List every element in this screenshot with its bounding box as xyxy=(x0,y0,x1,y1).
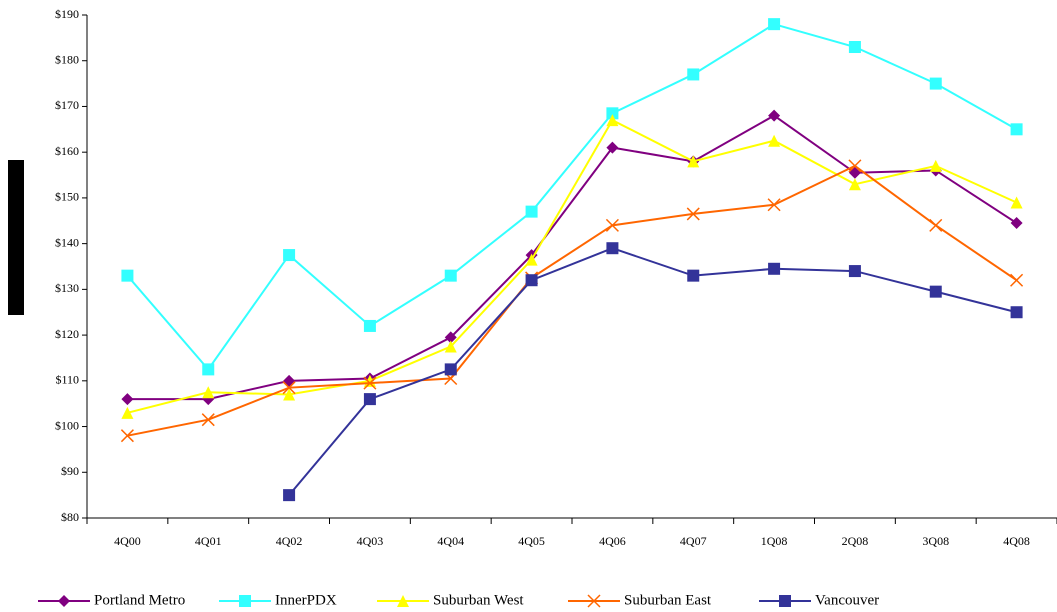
x-tick-label: 3Q08 xyxy=(922,534,949,548)
point xyxy=(363,393,376,406)
point xyxy=(363,376,377,390)
point xyxy=(1010,196,1023,209)
point xyxy=(606,114,619,127)
point xyxy=(1010,217,1023,230)
legend: Portland Metro InnerPDX Suburban West Subur… xyxy=(38,592,879,608)
point xyxy=(929,77,942,90)
y-tick-label: $110 xyxy=(55,373,79,387)
point xyxy=(686,207,700,221)
legend-label: Suburban West xyxy=(433,592,524,608)
line xyxy=(126,23,1018,372)
x-tick-label: 4Q06 xyxy=(599,534,626,548)
legend-label: Portland Metro xyxy=(94,592,185,608)
x-tick-label: 4Q08 xyxy=(1003,534,1030,548)
point xyxy=(120,429,134,443)
point xyxy=(768,109,781,122)
y-tick-label: $180 xyxy=(55,52,79,66)
point xyxy=(929,159,942,172)
point xyxy=(687,155,700,168)
series xyxy=(120,159,1024,443)
point xyxy=(929,285,942,298)
point xyxy=(687,68,700,81)
point xyxy=(363,319,376,332)
point xyxy=(283,388,296,401)
point xyxy=(283,489,296,502)
point xyxy=(1010,273,1024,287)
point xyxy=(202,363,215,376)
point xyxy=(848,178,861,191)
legend-marker xyxy=(779,595,791,607)
line xyxy=(127,164,1018,437)
x-tick-label: 4Q04 xyxy=(437,534,464,548)
legend-label: Vancouver xyxy=(815,592,879,608)
x-tick-label: 4Q05 xyxy=(518,534,545,548)
y-tick-label: $170 xyxy=(55,98,79,112)
point xyxy=(525,205,538,218)
point xyxy=(1010,123,1023,136)
point xyxy=(525,274,538,287)
redacted-axis-label xyxy=(8,160,24,315)
point xyxy=(768,134,781,147)
point xyxy=(202,386,215,399)
point xyxy=(444,363,457,376)
point xyxy=(444,269,457,282)
y-tick-label: $100 xyxy=(55,418,79,432)
x-tick-label: 4Q02 xyxy=(276,534,303,548)
x-tick-label: 4Q03 xyxy=(357,534,384,548)
point xyxy=(768,262,781,275)
x-tick-label: 4Q00 xyxy=(114,534,141,548)
point xyxy=(606,242,619,255)
series xyxy=(121,109,1023,406)
series xyxy=(121,114,1023,419)
point xyxy=(121,406,134,419)
point xyxy=(283,249,296,262)
point xyxy=(282,381,296,395)
x-tick-label: 4Q07 xyxy=(680,534,707,548)
point xyxy=(444,331,457,344)
point xyxy=(1010,306,1023,319)
y-tick-label: $140 xyxy=(55,235,79,249)
y-tick-label: $120 xyxy=(55,327,79,341)
legend-marker xyxy=(239,595,251,607)
point xyxy=(283,374,296,387)
point xyxy=(121,269,134,282)
point xyxy=(767,198,781,212)
line xyxy=(127,118,1017,414)
point xyxy=(687,269,700,282)
point xyxy=(606,141,619,154)
x-tick-label: 2Q08 xyxy=(842,534,869,548)
series xyxy=(283,242,1023,502)
y-tick-label: $80 xyxy=(61,510,79,524)
point xyxy=(444,340,457,353)
point xyxy=(121,393,134,406)
line xyxy=(127,114,1018,401)
point xyxy=(525,253,538,266)
y-tick-label: $130 xyxy=(55,281,79,295)
point xyxy=(768,18,781,31)
point xyxy=(605,218,619,232)
point xyxy=(848,159,862,173)
y-tick-label: $150 xyxy=(55,190,79,204)
legend-marker xyxy=(587,594,601,608)
legend-marker xyxy=(58,595,70,607)
legend-marker xyxy=(397,595,409,607)
legend-label: InnerPDX xyxy=(275,592,337,608)
point xyxy=(606,107,619,120)
x-tick-label: 1Q08 xyxy=(761,534,788,548)
point xyxy=(201,413,215,427)
point xyxy=(929,218,943,232)
x-tick-label: 4Q01 xyxy=(195,534,222,548)
point xyxy=(848,41,861,54)
legend-label: Suburban East xyxy=(624,592,712,608)
line xyxy=(288,247,1017,496)
point xyxy=(848,265,861,278)
y-tick-label: $190 xyxy=(55,7,79,21)
series xyxy=(121,18,1023,376)
y-tick-label: $160 xyxy=(55,144,79,158)
y-tick-label: $90 xyxy=(61,464,79,478)
